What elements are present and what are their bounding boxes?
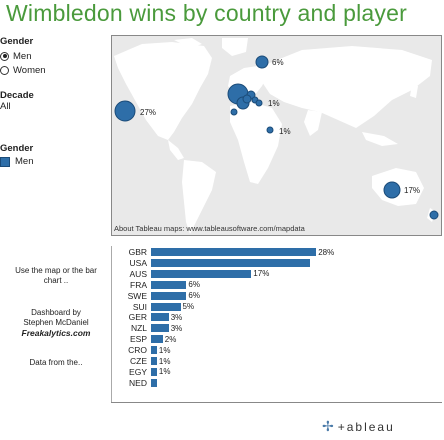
bubble-nzl[interactable] <box>429 210 439 220</box>
bar-category-label: NZL <box>130 323 147 334</box>
note-dashboard-by: Dashboard by <box>31 308 81 317</box>
note-data-source: Data from the.. <box>29 358 83 367</box>
map-label-usa: 27% <box>140 108 156 117</box>
bubble-usa[interactable] <box>114 100 136 122</box>
gender-option-women[interactable]: Women <box>0 63 110 77</box>
bar-value-label: 1% <box>158 345 171 355</box>
bar-chart[interactable]: GBR 28% USA AUS 17% FRA 6% SWE 6% SUI 5% GER 3% NZL 3%… <box>111 246 442 404</box>
bar-category-label: AUS <box>129 268 147 279</box>
bar-value-label: 5% <box>182 302 195 311</box>
note-use-map: Use the map or the bar chart .. <box>15 266 97 285</box>
world-map[interactable]: 6% 27% 1% 1% 17% About Tableau maps: www… <box>111 35 442 236</box>
bar-panel-border <box>111 246 112 402</box>
radio-selected-icon[interactable] <box>0 51 9 61</box>
bar-gbr[interactable] <box>151 248 317 256</box>
bar-cro[interactable] <box>151 346 157 355</box>
map-label-europe: 1% <box>268 99 280 108</box>
bar-value-label: 3% <box>170 323 183 333</box>
color-legend-item[interactable]: Men <box>0 156 110 167</box>
legend-item-label: Men <box>15 156 34 167</box>
bar-esp[interactable] <box>151 335 163 344</box>
country-bubbles[interactable] <box>114 55 439 220</box>
filter-panel: Gender Men Women Decade All Gender Men <box>0 36 110 167</box>
bar-value-label: 6% <box>188 280 200 290</box>
decade-filter-value[interactable]: All <box>0 101 11 112</box>
bar-category-label: GER <box>128 312 147 323</box>
gender-option-label: Women <box>13 64 46 76</box>
bar-value-label: 28% <box>318 247 335 257</box>
bar-category-label: CRO <box>128 345 147 356</box>
bar-usa[interactable] <box>151 258 311 267</box>
bubble-aus[interactable] <box>383 181 401 199</box>
bar-category-label: SUI <box>132 301 147 312</box>
bubble-swe[interactable] <box>255 55 269 69</box>
tableau-logo: ✢ +ableau <box>322 418 395 435</box>
radio-unselected-icon[interactable] <box>0 65 9 75</box>
bar-swe[interactable] <box>151 291 187 300</box>
color-legend-title: Gender <box>0 143 34 154</box>
bar-category-label: ESP <box>129 334 147 345</box>
map-label-aus: 17% <box>404 186 420 195</box>
bar-sui[interactable] <box>151 302 181 311</box>
world-map-canvas[interactable]: 6% 27% 1% 1% 17% <box>112 36 442 236</box>
bar-category-label: CZE <box>130 356 147 366</box>
bar-category-label: EGY <box>129 366 147 377</box>
note-author: Stephen McDaniel <box>23 318 89 327</box>
gender-filter-label: Gender <box>0 36 34 47</box>
bar-category-label: NED <box>129 377 147 388</box>
bar-value-label: 1% <box>158 356 171 366</box>
legend-swatch <box>0 156 10 167</box>
bar-value-label: 17% <box>253 269 270 279</box>
bar-category-label: SWE <box>127 290 147 301</box>
bar-category-label: GBR <box>128 247 147 257</box>
bar-ned[interactable] <box>151 378 157 387</box>
bar-cze[interactable] <box>151 357 157 365</box>
bar-panel-bottom-border <box>111 402 442 403</box>
bar-nzl[interactable] <box>151 324 169 333</box>
bar-value-label: 6% <box>188 291 200 301</box>
decade-filter-label: Decade <box>0 90 34 101</box>
map-label-swe: 6% <box>272 58 284 67</box>
map-label-egy: 1% <box>279 127 291 136</box>
gender-option-label: Men <box>13 50 32 62</box>
map-attribution-link[interactable]: About Tableau maps: www.tableausoftware.… <box>114 224 305 233</box>
bar-value-label: 3% <box>170 312 183 322</box>
bubble-esp[interactable] <box>230 108 238 116</box>
bar-category-label: USA <box>129 257 147 268</box>
bar-value-label: 2% <box>164 334 177 344</box>
bubble-sui[interactable] <box>242 94 252 104</box>
gender-option-men[interactable]: Men <box>0 49 110 63</box>
bar-category-label: FRA <box>130 279 147 290</box>
bubble-egy[interactable] <box>266 126 274 134</box>
bar-egy[interactable] <box>151 367 157 376</box>
bar-aus[interactable] <box>151 269 252 278</box>
tableau-cross-icon: ✢ <box>322 418 334 434</box>
tableau-logo-text: +ableau <box>337 419 395 434</box>
note-site-link[interactable]: Freakalytics.com <box>21 328 91 338</box>
bar-ger[interactable] <box>151 313 169 322</box>
bubble-cro[interactable] <box>255 99 263 107</box>
bar-value-label: 1% <box>158 367 171 377</box>
bar-fra[interactable] <box>151 280 187 289</box>
dashboard-title: Wimbledon wins by country and player <box>6 0 407 26</box>
